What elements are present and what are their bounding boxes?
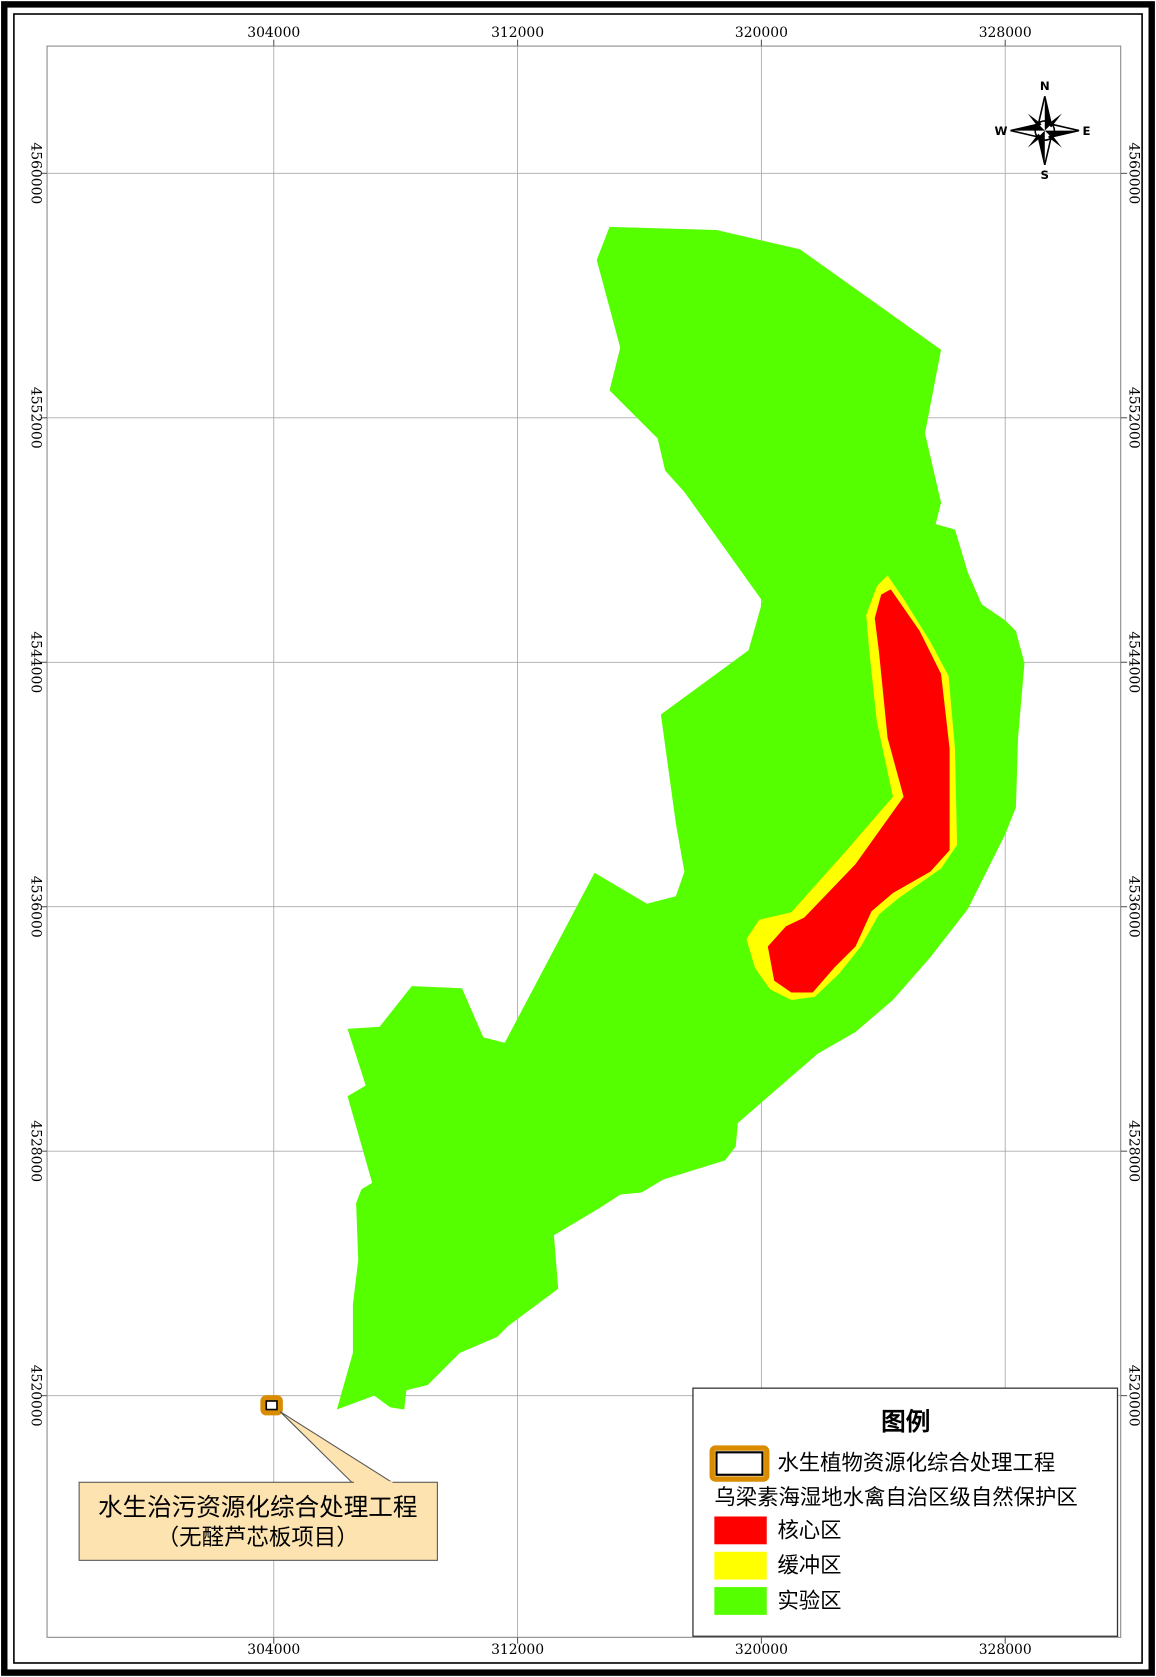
legend-subtitle: 乌梁素海湿地水禽自治区级自然保护区 bbox=[714, 1485, 1077, 1510]
x-tick-label: 328000 bbox=[979, 25, 1032, 41]
y-tick-label: 4520000 bbox=[27, 1365, 43, 1427]
compass-ring bbox=[1034, 120, 1056, 141]
site-marker-inner bbox=[265, 1400, 278, 1411]
legend-swatch bbox=[714, 1587, 767, 1615]
legend-label: 核心区 bbox=[777, 1518, 841, 1543]
x-tick-label: 320000 bbox=[735, 1642, 788, 1658]
legend-label: 缓冲区 bbox=[777, 1554, 841, 1579]
inner-frame bbox=[13, 13, 1143, 1664]
legend-site-label: 水生植物资源化综合处理工程 bbox=[777, 1451, 1055, 1476]
legend-title: 图例 bbox=[881, 1407, 930, 1436]
y-tick-label: 4544000 bbox=[27, 631, 43, 693]
x-tick-label: 320000 bbox=[735, 25, 788, 41]
y-tick-label: 4520000 bbox=[1126, 1365, 1142, 1427]
experiment-zone bbox=[336, 226, 1025, 1410]
x-tick-label: 304000 bbox=[247, 25, 300, 41]
x-tick-label: 328000 bbox=[979, 1642, 1032, 1658]
legend-site-icon bbox=[715, 1451, 764, 1476]
x-tick-label: 312000 bbox=[491, 1642, 544, 1658]
legend-swatch bbox=[714, 1551, 767, 1580]
y-tick-label: 4560000 bbox=[1126, 142, 1142, 204]
compass-w: W bbox=[994, 124, 1007, 138]
compass-e: E bbox=[1082, 124, 1090, 138]
core-zone bbox=[767, 589, 950, 993]
legend-site-icon bbox=[709, 1445, 770, 1482]
legend-label: 实验区 bbox=[777, 1589, 841, 1614]
x-tick-label: 312000 bbox=[491, 25, 544, 41]
map-frame bbox=[46, 45, 1122, 1638]
compass-n: N bbox=[1040, 79, 1050, 93]
y-tick-label: 4552000 bbox=[27, 387, 43, 449]
callout-text: （无醛芦芯板项目） bbox=[157, 1525, 359, 1551]
y-tick-label: 4552000 bbox=[1126, 387, 1142, 449]
x-tick-label: 304000 bbox=[247, 1642, 300, 1658]
y-tick-label: 4560000 bbox=[27, 142, 43, 204]
y-tick-label: 4528000 bbox=[1126, 1120, 1142, 1182]
compass-s: S bbox=[1041, 168, 1049, 182]
callout-box bbox=[78, 1481, 438, 1561]
y-tick-label: 4528000 bbox=[27, 1120, 43, 1182]
compass-star bbox=[1010, 96, 1080, 165]
y-tick-label: 4536000 bbox=[1126, 876, 1142, 938]
compass: N S W E bbox=[994, 79, 1090, 182]
callout-text: 水生治污资源化综合处理工程 bbox=[98, 1493, 418, 1522]
y-tick-label: 4544000 bbox=[1126, 631, 1142, 693]
legend-swatch bbox=[714, 1516, 767, 1545]
y-tick-label: 4536000 bbox=[27, 876, 43, 938]
